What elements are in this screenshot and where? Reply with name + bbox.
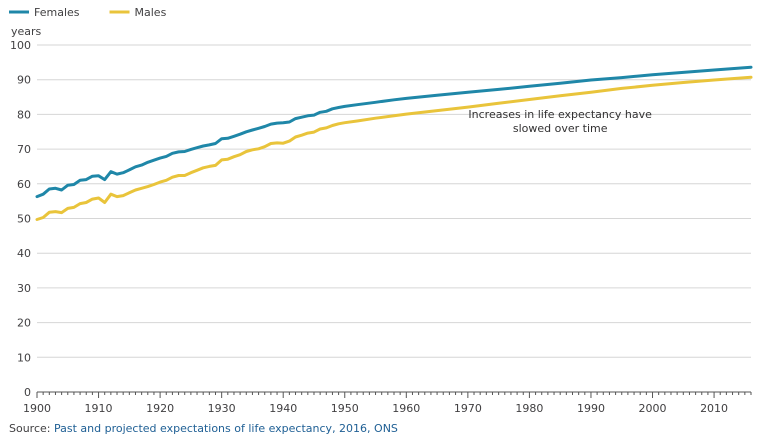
x-tick-label: 1960 — [392, 402, 420, 415]
series-line-males — [35, 75, 753, 221]
gridlines — [37, 44, 751, 358]
x-tick-label: 1950 — [331, 402, 359, 415]
source-link[interactable]: Past and projected expectations of life … — [53, 422, 398, 435]
y-tick-label: 50 — [17, 213, 31, 226]
y-tick-label: 40 — [17, 247, 31, 260]
y-tick-label: 20 — [17, 317, 31, 330]
y-tick-label: 30 — [17, 282, 31, 295]
y-tick-label: 90 — [17, 74, 31, 87]
y-tick-label: 80 — [17, 108, 31, 121]
x-tick-label: 2000 — [639, 402, 667, 415]
chart-annotation: Increases in life expectancy haveslowed … — [468, 108, 652, 135]
x-tick-label: 1990 — [577, 402, 605, 415]
x-tick-label: 1940 — [269, 402, 297, 415]
series-lines — [35, 65, 753, 221]
x-axis: 1900 1910 1920 1930 1940 1950 1960 1970 1980 1990… — [23, 391, 752, 415]
x-tick-label: 1930 — [208, 402, 236, 415]
source-prefix: Source: — [9, 422, 54, 435]
legend-label-males: Males — [135, 6, 167, 19]
series-line-females — [35, 65, 753, 199]
y-tick-label: 0 — [24, 386, 31, 399]
y-tick-label: 10 — [17, 351, 31, 364]
source-note: Source: Past and projected expectations … — [9, 422, 398, 435]
x-tick-label: 1900 — [23, 402, 51, 415]
x-tick-label: 1920 — [146, 402, 174, 415]
x-tick-label: 1980 — [515, 402, 543, 415]
legend: Females Males — [9, 6, 167, 19]
y-tick-label: 70 — [17, 143, 31, 156]
y-axis-unit-label: years — [11, 25, 42, 38]
x-tick-label: 2010 — [700, 402, 728, 415]
x-tick-label: 1970 — [454, 402, 482, 415]
y-axis-ticks: 0 10 20 30 40 50 60 70 80 90 100 — [10, 39, 31, 399]
annotation-line: slowed over time — [513, 122, 608, 135]
y-tick-label: 100 — [10, 39, 31, 52]
y-tick-label: 60 — [17, 178, 31, 191]
annotation-line: Increases in life expectancy have — [468, 108, 652, 121]
legend-label-females: Females — [34, 6, 80, 19]
x-tick-label: 1910 — [85, 402, 113, 415]
